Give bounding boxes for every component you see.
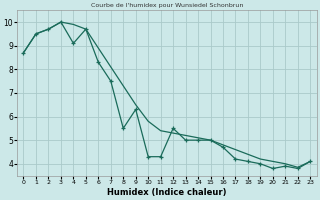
Title: Courbe de l'humidex pour Wunsiedel Schonbrun: Courbe de l'humidex pour Wunsiedel Schon…	[91, 3, 243, 8]
X-axis label: Humidex (Indice chaleur): Humidex (Indice chaleur)	[107, 188, 227, 197]
